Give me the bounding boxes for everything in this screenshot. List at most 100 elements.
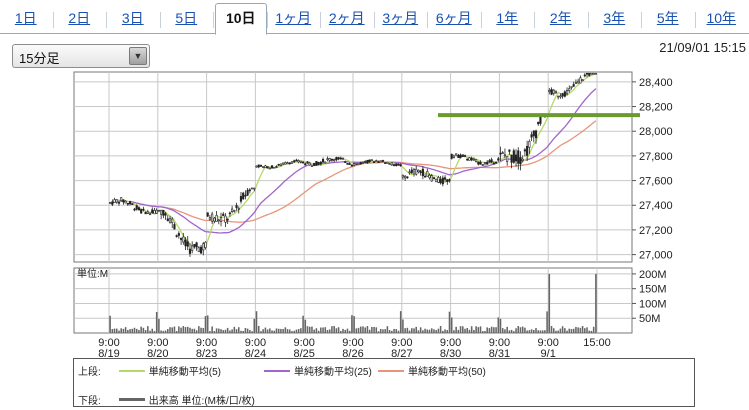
candle-body bbox=[282, 162, 285, 165]
tab-separator bbox=[106, 12, 107, 28]
candle-body bbox=[195, 242, 198, 248]
volume-bar bbox=[588, 330, 591, 333]
candle-body bbox=[594, 72, 597, 75]
candle-body bbox=[501, 152, 504, 154]
tab-separator bbox=[427, 12, 428, 28]
volume-bar bbox=[171, 327, 173, 333]
volume-bar bbox=[366, 326, 369, 333]
volume-bar bbox=[364, 327, 366, 333]
volume-bar bbox=[357, 327, 360, 333]
volume-bar bbox=[224, 329, 227, 333]
volume-bar bbox=[277, 328, 280, 333]
tab-separator bbox=[320, 12, 321, 28]
legend-upper: 上段: 単純移動平均(5) bbox=[78, 363, 221, 378]
candle-body bbox=[113, 199, 116, 203]
tab-3日[interactable]: 3日 bbox=[121, 10, 144, 26]
volume-bar bbox=[382, 329, 384, 333]
volume-bar bbox=[415, 326, 417, 333]
volume-bar bbox=[344, 329, 347, 333]
volume-bar bbox=[109, 315, 111, 333]
candle-body bbox=[503, 154, 507, 157]
dropdown-arrow-icon[interactable]: ▼ bbox=[129, 47, 147, 65]
candle-body bbox=[565, 90, 569, 95]
volume-bar bbox=[495, 327, 497, 333]
x-tick-time: 9:00 bbox=[147, 337, 168, 349]
candle-body bbox=[293, 160, 296, 163]
volume-bar bbox=[257, 325, 260, 333]
candle-body bbox=[457, 154, 460, 158]
tab-5年[interactable]: 5年 bbox=[656, 10, 679, 26]
candle-body bbox=[262, 166, 265, 168]
candle-body bbox=[182, 236, 185, 243]
volume-bar bbox=[386, 326, 389, 333]
volume-bar bbox=[404, 328, 406, 333]
candle-body bbox=[122, 199, 125, 203]
period-tabs: 1日 2日 3日 5日 10日 1ヶ月 2ヶ月 3ヶ月 6ヶ月 1年 2年 3年 5年 10年 bbox=[0, 0, 749, 35]
tab-3ヶ月[interactable]: 3ヶ月 bbox=[382, 10, 419, 26]
legend-ma50: 単純移動平均(50) bbox=[374, 363, 486, 378]
tab-2日[interactable]: 2日 bbox=[68, 10, 91, 26]
candle-body bbox=[148, 213, 152, 216]
volume-bar bbox=[335, 328, 338, 333]
volume-bar bbox=[195, 330, 198, 333]
candle-body bbox=[517, 150, 520, 164]
candle-body bbox=[233, 210, 236, 212]
volume-bar bbox=[273, 330, 276, 333]
candle-body bbox=[479, 161, 482, 165]
tab-10日[interactable]: 10日 bbox=[215, 3, 267, 35]
volume-bar bbox=[561, 326, 564, 333]
candle-body bbox=[217, 219, 220, 222]
candle-body bbox=[528, 141, 531, 148]
candle-body bbox=[563, 91, 566, 97]
volume-bar bbox=[566, 330, 568, 333]
volume-bar bbox=[211, 326, 213, 333]
volume-bar bbox=[457, 329, 460, 333]
volume-bar bbox=[468, 329, 471, 333]
volume-bar bbox=[348, 330, 351, 333]
candle-body bbox=[534, 130, 538, 139]
y-tick-label: 28,000 bbox=[639, 126, 673, 138]
tab-3年[interactable]: 3年 bbox=[603, 10, 626, 26]
candle-body bbox=[277, 164, 280, 166]
volume-bar bbox=[255, 311, 258, 333]
tab-1ヶ月[interactable]: 1ヶ月 bbox=[275, 10, 312, 26]
tab-5日[interactable]: 5日 bbox=[175, 10, 198, 26]
volume-bar bbox=[324, 327, 327, 333]
volume-bar bbox=[450, 317, 453, 333]
volume-bar bbox=[215, 328, 218, 333]
candle-body bbox=[443, 177, 447, 180]
volume-bar bbox=[504, 329, 506, 333]
volume-bar bbox=[169, 327, 171, 333]
candle-body bbox=[370, 159, 373, 161]
volume-bar bbox=[584, 328, 586, 333]
candle-body bbox=[430, 175, 433, 182]
candle-body bbox=[222, 213, 225, 216]
candle-body bbox=[242, 192, 245, 200]
tab-separator bbox=[52, 12, 54, 28]
tab-2ヶ月[interactable]: 2ヶ月 bbox=[328, 10, 365, 26]
candle-body bbox=[397, 164, 400, 166]
volume-bar bbox=[178, 326, 180, 333]
volume-bar bbox=[435, 330, 437, 333]
tab-2年[interactable]: 2年 bbox=[549, 10, 572, 26]
volume-tick-label: 150M bbox=[639, 284, 667, 296]
candle-body bbox=[177, 233, 180, 236]
candle-body bbox=[446, 179, 449, 183]
candle-body bbox=[319, 161, 322, 165]
candle-body bbox=[188, 248, 192, 254]
tab-6ヶ月[interactable]: 6ヶ月 bbox=[435, 10, 472, 26]
candle-body bbox=[368, 159, 371, 163]
candle-body bbox=[153, 210, 156, 215]
candle-body bbox=[330, 158, 334, 161]
candle-body bbox=[244, 194, 247, 197]
ma5-line bbox=[109, 73, 597, 249]
volume-bar bbox=[517, 326, 520, 333]
interval-select[interactable]: 15分足 ▼ bbox=[12, 44, 150, 68]
candle-body bbox=[574, 82, 578, 84]
tab-10年[interactable]: 10年 bbox=[706, 10, 737, 26]
tab-1年[interactable]: 1年 bbox=[496, 10, 519, 26]
candle-body bbox=[392, 164, 396, 166]
tab-1日[interactable]: 1日 bbox=[14, 10, 37, 26]
y-tick-label: 28,400 bbox=[639, 77, 673, 89]
candle-body bbox=[202, 243, 205, 251]
